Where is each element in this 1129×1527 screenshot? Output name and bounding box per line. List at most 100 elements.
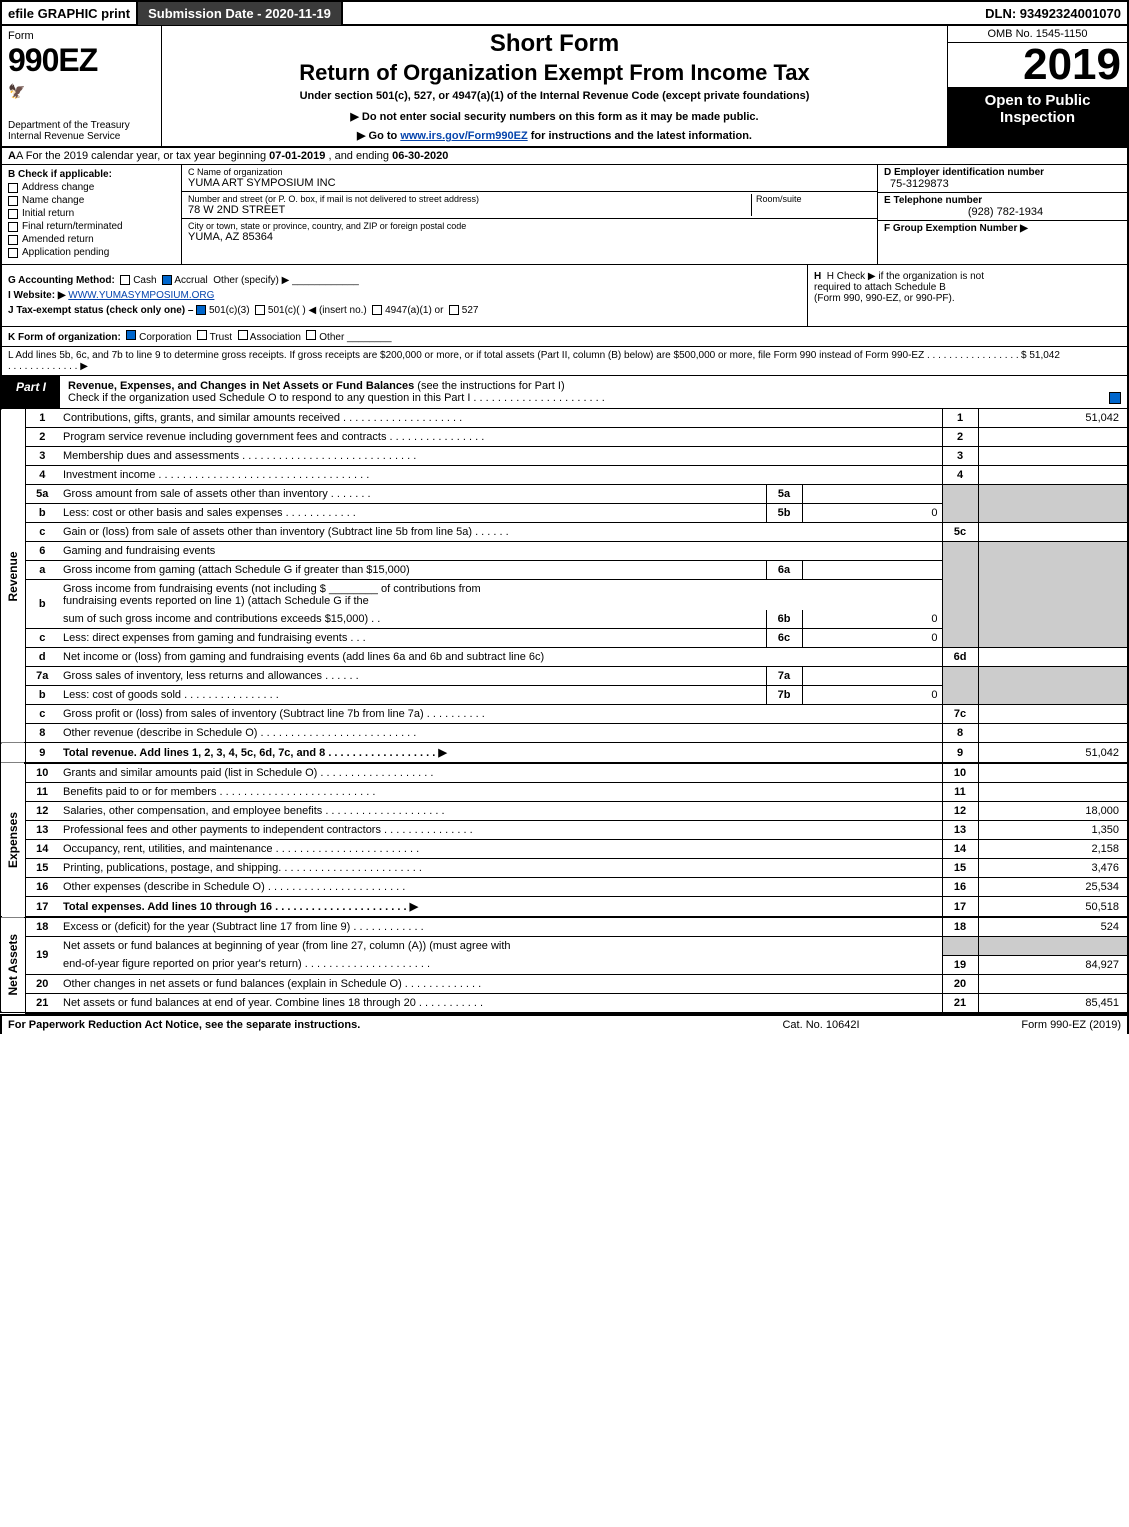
form-header: Form 990EZ 🦅 Department of the Treasury … <box>0 26 1129 148</box>
section-c: C Name of organization YUMA ART SYMPOSIU… <box>182 165 877 264</box>
irs-link[interactable]: www.irs.gov/Form990EZ <box>400 130 527 142</box>
line-11-val <box>978 783 1128 802</box>
line-4-val <box>978 466 1128 485</box>
line-19-val: 84,927 <box>978 955 1128 974</box>
line-7b-val: 0 <box>802 686 942 705</box>
line-8-desc: Other revenue (describe in Schedule O) .… <box>59 724 942 743</box>
chk-initial-return[interactable]: Initial return <box>8 208 175 219</box>
line-6c-desc: Less: direct expenses from gaming and fu… <box>59 629 766 648</box>
line-20-val <box>978 974 1128 993</box>
line-3-desc: Membership dues and assessments . . . . … <box>59 447 942 466</box>
chk-527[interactable] <box>449 305 459 315</box>
form-word: Form <box>8 30 155 42</box>
section-b: B Check if applicable: Address change Na… <box>2 165 182 264</box>
chk-association[interactable] <box>238 330 248 340</box>
chk-accrual[interactable] <box>162 275 172 285</box>
line-21-val: 85,451 <box>978 993 1128 1013</box>
under-section-text: Under section 501(c), 527, or 4947(a)(1)… <box>170 90 939 102</box>
telephone-value: (928) 782-1934 <box>884 206 1121 218</box>
chk-application-pending[interactable]: Application pending <box>8 247 175 258</box>
group-exemption-label: F Group Exemption Number ▶ <box>884 223 1121 234</box>
part-1-header: Part I Revenue, Expenses, and Changes in… <box>0 376 1129 409</box>
paperwork-notice: For Paperwork Reduction Act Notice, see … <box>8 1019 721 1031</box>
section-def: D Employer identification number 75-3129… <box>877 165 1127 264</box>
chk-trust[interactable] <box>197 330 207 340</box>
chk-501c3[interactable] <box>196 305 206 315</box>
page-footer: For Paperwork Reduction Act Notice, see … <box>0 1014 1129 1034</box>
line-4-desc: Investment income . . . . . . . . . . . … <box>59 466 942 485</box>
part-1-table: Revenue 1 Contributions, gifts, grants, … <box>0 409 1129 1014</box>
line-10-desc: Grants and similar amounts paid (list in… <box>59 763 942 783</box>
line-7a-desc: Gross sales of inventory, less returns a… <box>59 667 766 686</box>
line-19-desc-1: Net assets or fund balances at beginning… <box>59 937 942 956</box>
revenue-side-label: Revenue <box>1 409 25 743</box>
line-2-val <box>978 428 1128 447</box>
line-6a-val <box>802 561 942 580</box>
line-10-val <box>978 763 1128 783</box>
header-right: OMB No. 1545-1150 2019 Open to Public In… <box>947 26 1127 146</box>
room-suite-label: Room/suite <box>751 194 871 216</box>
line-6c-val: 0 <box>802 629 942 648</box>
chk-corporation[interactable] <box>126 330 136 340</box>
chk-cash[interactable] <box>120 275 130 285</box>
dln-label: DLN: 93492324001070 <box>979 6 1127 21</box>
line-1-val: 51,042 <box>978 409 1128 428</box>
chk-final-return[interactable]: Final return/terminated <box>8 221 175 232</box>
chk-other-org[interactable] <box>306 330 316 340</box>
return-title: Return of Organization Exempt From Incom… <box>170 60 939 86</box>
efile-label: efile GRAPHIC print <box>2 6 136 21</box>
line-3-val <box>978 447 1128 466</box>
department-label: Department of the Treasury Internal Reve… <box>8 120 155 142</box>
short-form-title: Short Form <box>170 30 939 58</box>
line-2-desc: Program service revenue including govern… <box>59 428 942 447</box>
line-6d-val <box>978 648 1128 667</box>
gross-receipts-value: $ 51,042 <box>1021 350 1121 372</box>
line-20-desc: Other changes in net assets or fund bala… <box>59 974 942 993</box>
line-6b-desc-2: sum of such gross income and contributio… <box>59 610 766 629</box>
catalog-number: Cat. No. 10642I <box>721 1019 921 1031</box>
line-15-desc: Printing, publications, postage, and shi… <box>59 859 942 878</box>
line-5b-val: 0 <box>802 504 942 523</box>
line-12-val: 18,000 <box>978 802 1128 821</box>
website-link[interactable]: WWW.YUMASYMPOSIUM.ORG <box>68 290 214 301</box>
gh-block: G Accounting Method: Cash Accrual Other … <box>0 265 1129 327</box>
chk-address-change[interactable]: Address change <box>8 182 175 193</box>
line-17-val: 50,518 <box>978 897 1128 918</box>
chk-name-change[interactable]: Name change <box>8 195 175 206</box>
header-left: Form 990EZ 🦅 Department of the Treasury … <box>2 26 162 146</box>
org-name-value: YUMA ART SYMPOSIUM INC <box>188 177 871 189</box>
chk-501c[interactable] <box>255 305 265 315</box>
line-6b-val: 0 <box>802 610 942 629</box>
accounting-method: G Accounting Method: Cash Accrual Other … <box>8 275 801 286</box>
form-version: Form 990-EZ (2019) <box>921 1019 1121 1031</box>
part-1-title: Revenue, Expenses, and Changes in Net As… <box>60 376 1103 408</box>
row-a-tax-year: AA For the 2019 calendar year, or tax ye… <box>0 148 1129 165</box>
line-5a-val <box>802 485 942 504</box>
ssn-warning: ▶ Do not enter social security numbers o… <box>170 110 939 123</box>
section-g-i-j: G Accounting Method: Cash Accrual Other … <box>2 265 807 326</box>
line-num: 1 <box>25 409 59 428</box>
part-1-schedule-o-check[interactable] <box>1103 376 1127 408</box>
line-9-val: 51,042 <box>978 743 1128 764</box>
expenses-side-label: Expenses <box>1 763 25 917</box>
line-1-desc: Contributions, gifts, grants, and simila… <box>59 409 942 428</box>
chk-amended-return[interactable]: Amended return <box>8 234 175 245</box>
line-17-desc: Total expenses. Add lines 10 through 16 … <box>59 897 942 918</box>
line-18-desc: Excess or (deficit) for the year (Subtra… <box>59 917 942 937</box>
part-1-tab: Part I <box>2 376 60 408</box>
line-6a-desc: Gross income from gaming (attach Schedul… <box>59 561 766 580</box>
section-b-title: B Check if applicable: <box>8 169 175 180</box>
city-value: YUMA, AZ 85364 <box>188 231 871 243</box>
org-name-label: C Name of organization <box>188 167 871 177</box>
chk-4947[interactable] <box>372 305 382 315</box>
line-21-desc: Net assets or fund balances at end of ye… <box>59 993 942 1013</box>
ein-value: 75-3129873 <box>884 178 1121 190</box>
line-6-desc: Gaming and fundraising events <box>59 542 942 561</box>
street-value: 78 W 2ND STREET <box>188 204 751 216</box>
line-16-desc: Other expenses (describe in Schedule O) … <box>59 878 942 897</box>
tax-year: 2019 <box>948 43 1127 88</box>
line-7b-desc: Less: cost of goods sold . . . . . . . .… <box>59 686 766 705</box>
line-18-val: 524 <box>978 917 1128 937</box>
line-5c-val <box>978 523 1128 542</box>
telephone-label: E Telephone number <box>884 195 1121 206</box>
